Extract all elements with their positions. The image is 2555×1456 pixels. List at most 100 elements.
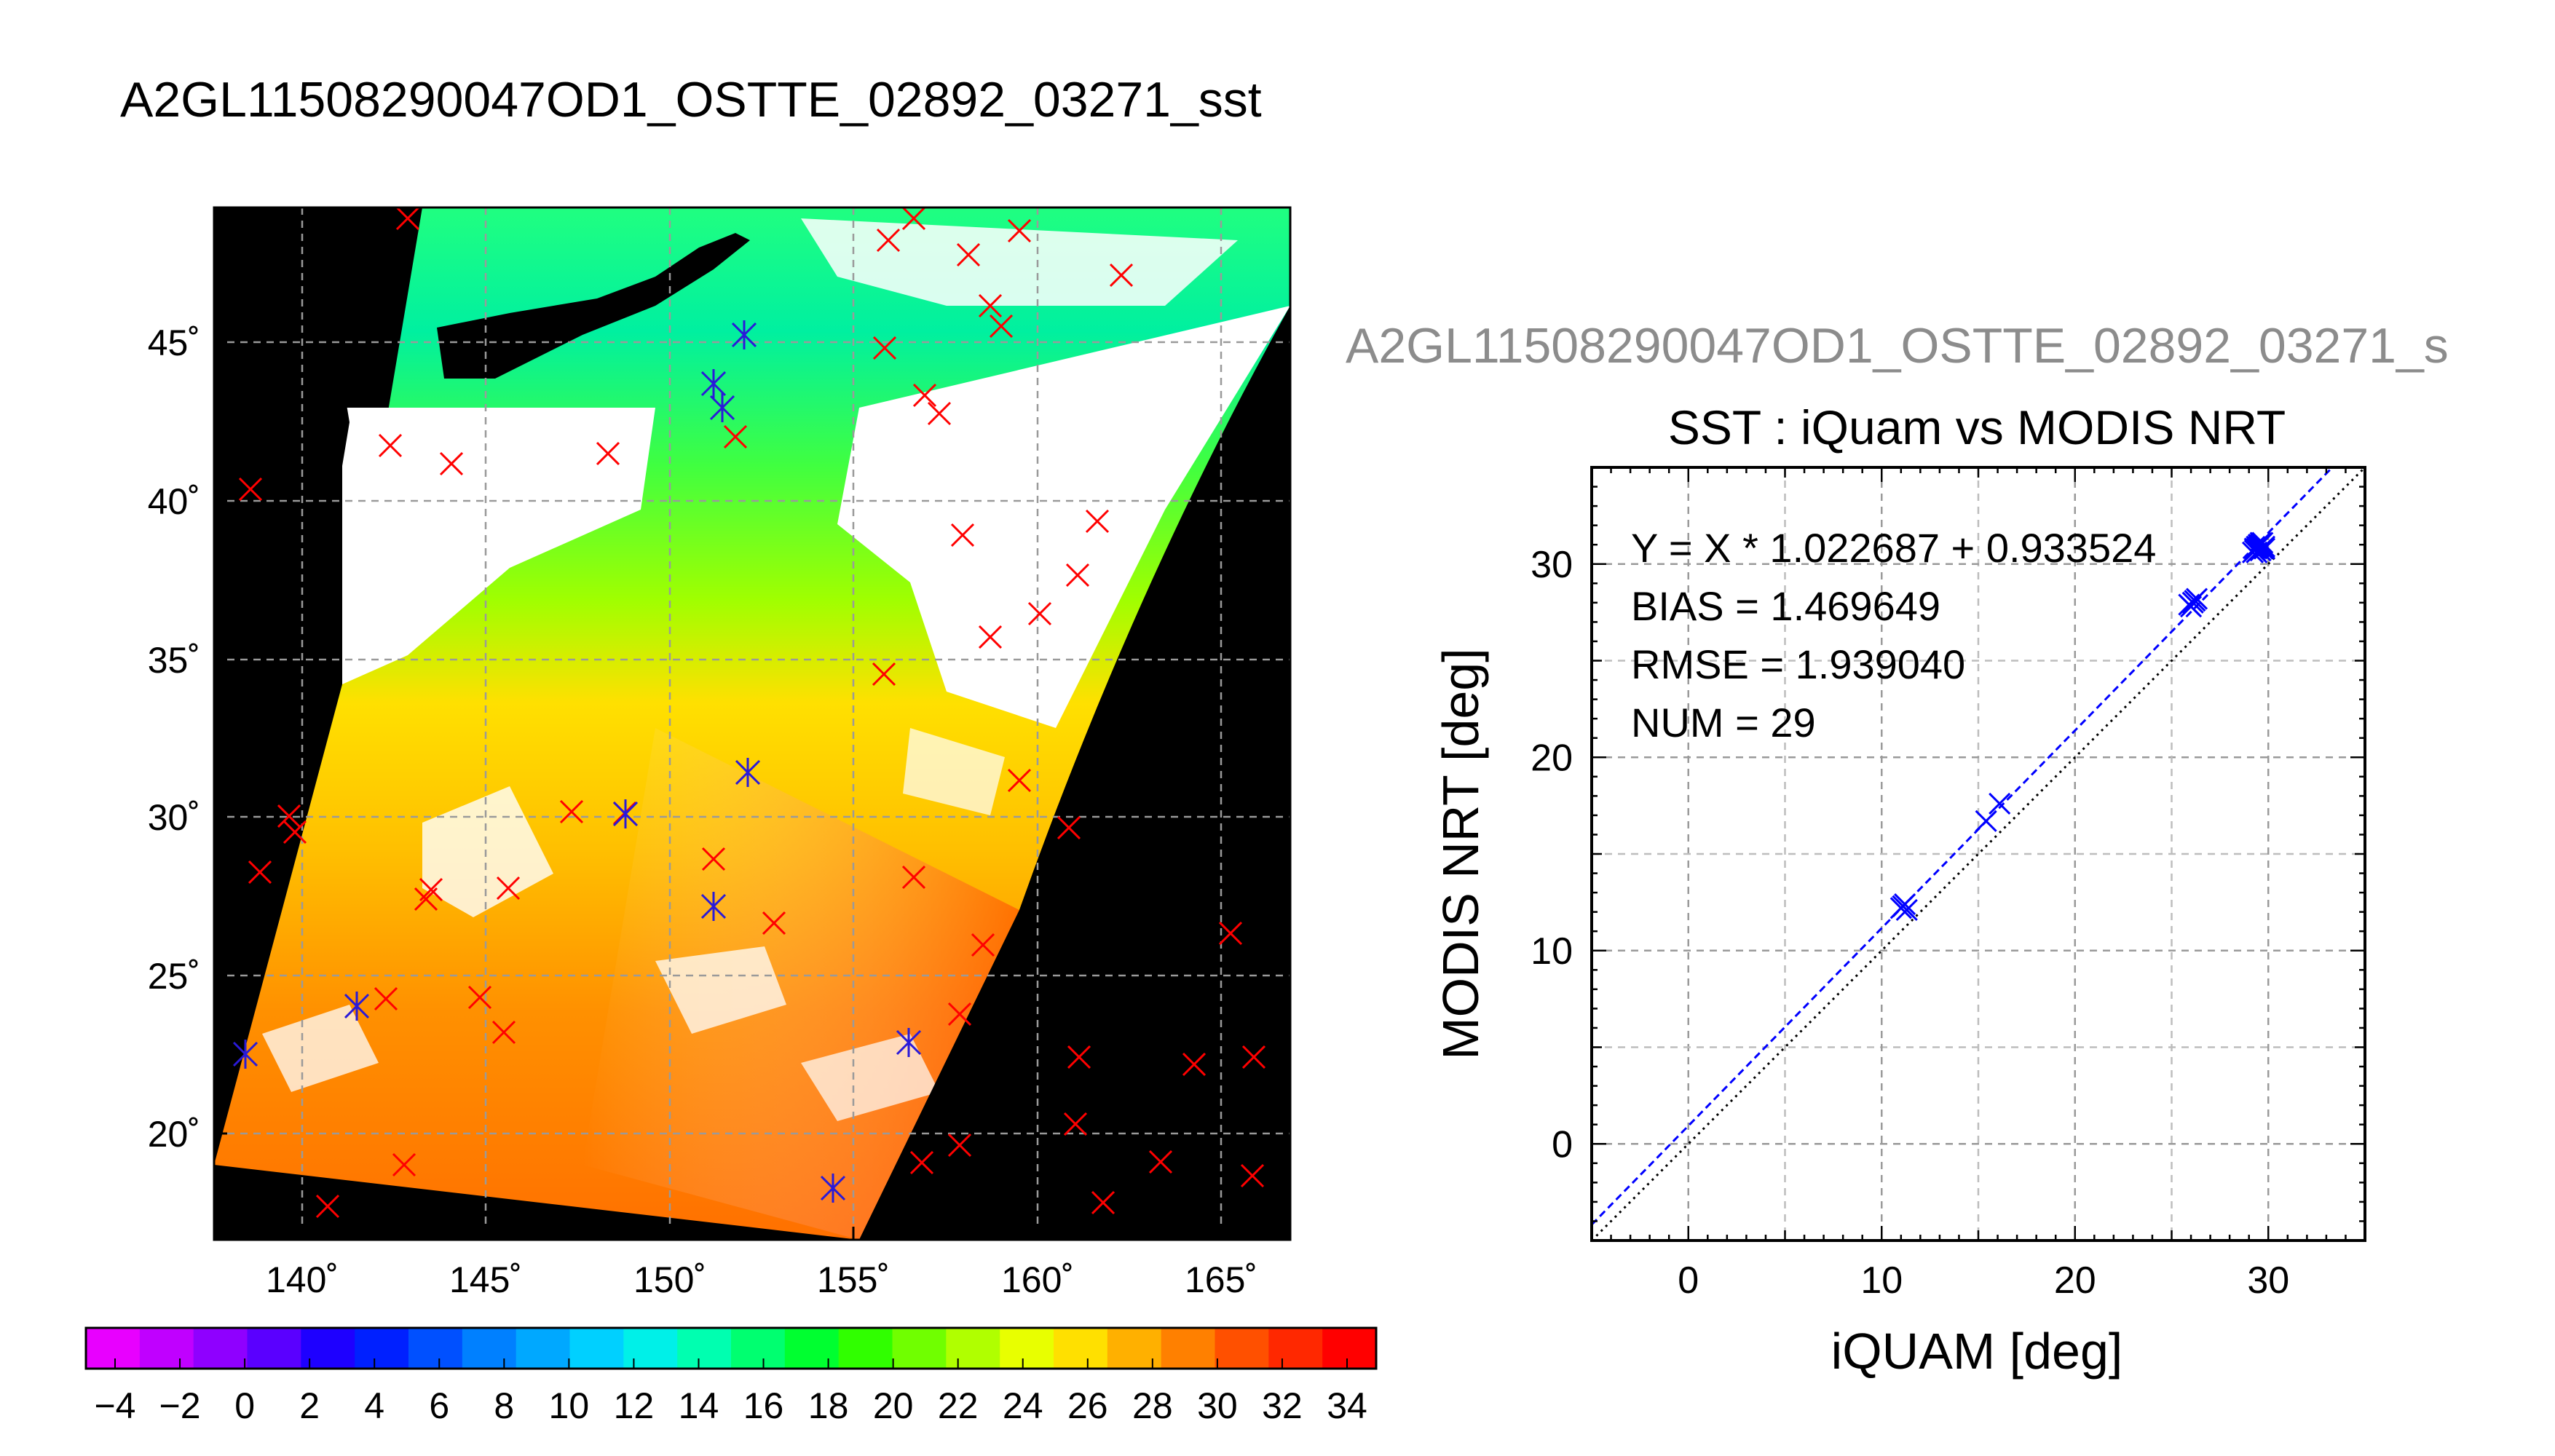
map-valid-marker [709, 393, 735, 422]
map-match-marker [491, 1020, 516, 1045]
scatter-point [1975, 810, 1997, 832]
scatter-point [2243, 537, 2266, 560]
lat-tick-label: 45˚ [148, 323, 200, 363]
colorbar-swatch [1161, 1328, 1216, 1369]
chart-title: SST : iQuam vs MODIS NRT [1668, 400, 2286, 454]
colorbar-swatch [784, 1328, 840, 1369]
colorbar-tick-label: 6 [429, 1385, 449, 1426]
page-title: A2GL11508290047OD1_OSTTE_02892_03271_sst [120, 72, 1262, 127]
lon-tick-label: 145˚ [449, 1259, 522, 1300]
scatter-panel-header: A2GL11508290047OD1_OSTTE_02892_03271_s [1346, 318, 2449, 373]
land-japan [214, 207, 408, 655]
scatter-point [2249, 539, 2272, 562]
map-match-marker [315, 1194, 340, 1219]
regression-equation: Y = X * 1.022687 + 0.933524 [1631, 525, 2156, 571]
map-match-marker [419, 877, 443, 902]
map-match-marker [876, 228, 901, 253]
colorbar-swatch [1322, 1328, 1377, 1369]
lon-tick-label: 140˚ [266, 1259, 339, 1300]
x-tick-label: 20 [2054, 1259, 2096, 1302]
map-match-marker [283, 820, 307, 844]
map-match-marker [971, 933, 995, 957]
colorbar-tick-label: −4 [94, 1385, 135, 1426]
lat-tick-label: 25˚ [148, 956, 200, 997]
scatter-point [1892, 895, 1914, 917]
map-match-marker [872, 336, 897, 360]
map-match-marker [248, 860, 272, 885]
colorbar-swatch [193, 1328, 248, 1369]
map-tick-marks [214, 341, 1223, 1240]
map-frame [213, 206, 1292, 1241]
x-axis-label: iQUAM [deg] [1831, 1323, 2123, 1380]
colorbar-tick-label: 32 [1262, 1385, 1303, 1426]
colorbar-tick-label: 4 [364, 1385, 384, 1426]
x-tick-labels: 0 10 20 30 [1678, 1259, 2289, 1302]
map-match-marker [947, 1002, 972, 1026]
colorbar-swatch [516, 1328, 571, 1369]
map-valid-marker [731, 320, 757, 349]
lon-tick-label: 160˚ [1001, 1259, 1074, 1300]
lon-tick-label: 165˚ [1185, 1259, 1257, 1300]
map-match-marker [1241, 1045, 1266, 1069]
num-stat: NUM = 29 [1631, 700, 1816, 745]
colorbar-tick-label: 0 [234, 1385, 255, 1426]
colorbar-swatch [677, 1328, 732, 1369]
map-match-marker [1182, 1052, 1207, 1077]
land-kurils [437, 233, 750, 379]
colorbar-frame [84, 1326, 1378, 1370]
map-match-marker [1065, 563, 1090, 587]
map-match-marker [1085, 509, 1110, 534]
map-match-marker [909, 1150, 934, 1175]
colorbar-swatch [139, 1328, 194, 1369]
lat-tick-label: 40˚ [148, 481, 200, 522]
map-match-marker [901, 865, 926, 890]
colorbar-swatch [569, 1328, 624, 1369]
scatter-point [1989, 792, 2011, 815]
colorbar-tick-label: 22 [938, 1385, 979, 1426]
lon-tick-label: 150˚ [633, 1259, 706, 1300]
y-tick-label: 20 [1531, 737, 1573, 779]
map-match-marker [927, 401, 952, 426]
colorbar [84, 1326, 1378, 1370]
map-match-marker [1240, 1163, 1265, 1188]
colorbar-swatch [355, 1328, 409, 1369]
map-match-marker [1148, 1150, 1173, 1174]
colorbar-swatch [1215, 1328, 1269, 1369]
colorbar-swatch [86, 1328, 141, 1369]
colorbar-tick-label: 30 [1197, 1385, 1238, 1426]
colorbar-tick-label: 14 [679, 1385, 719, 1426]
map-match-marker [378, 433, 403, 458]
map-valid-marker [896, 1028, 922, 1057]
colorbar-swatch [462, 1328, 517, 1369]
scatter-point [2185, 587, 2208, 610]
map-match-marker [596, 441, 620, 466]
swath-edge-east [859, 306, 1290, 1240]
colorbar-tick-label: 28 [1132, 1385, 1173, 1426]
map-valid-marker [612, 799, 639, 828]
colorbar-swatch [623, 1328, 678, 1369]
colorbar-tick-label: 34 [1327, 1385, 1367, 1426]
map-match-marker [947, 1133, 972, 1158]
map-match-marker [912, 383, 937, 408]
colorbar-tick-label: −2 [159, 1385, 201, 1426]
map-match-marker [439, 451, 464, 476]
colorbar-swatch [1107, 1328, 1162, 1369]
map-match-marker [956, 242, 981, 267]
x-tick-label: 0 [1678, 1259, 1699, 1302]
map-match-marker [901, 207, 926, 231]
map-match-marker [872, 662, 896, 687]
lat-tick-label: 30˚ [148, 797, 200, 838]
scatter-points [1889, 531, 2276, 922]
colorbar-tick-label: 16 [743, 1385, 784, 1426]
stats-box: Y = X * 1.022687 + 0.933524 BIAS = 1.469… [1631, 525, 2156, 745]
map-match-marker [1109, 263, 1134, 288]
y-axis-label: MODIS NRT [deg] [1432, 648, 1489, 1059]
map-match-marker [1007, 768, 1032, 793]
swath-warm-east [583, 728, 1019, 1240]
map-match-marker [1091, 1190, 1115, 1215]
map-match-marker [496, 876, 521, 901]
map-match-marker [392, 1152, 416, 1177]
map-match-marker [395, 207, 420, 231]
map-valid-marker [700, 369, 727, 398]
map-match-marker [559, 799, 584, 824]
